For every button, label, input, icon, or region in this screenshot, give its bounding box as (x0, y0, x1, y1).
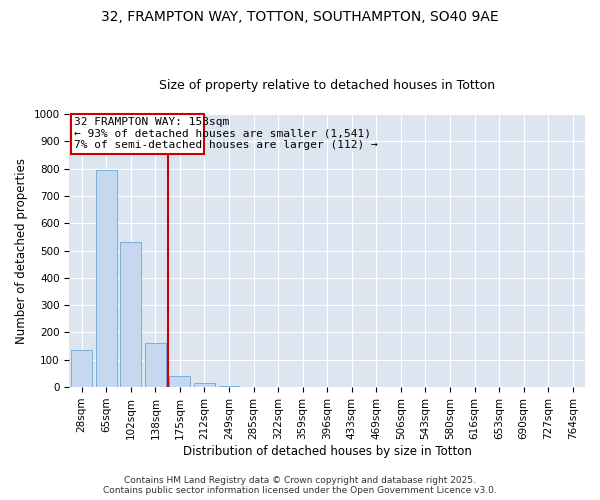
Bar (121, 242, 141, 387)
Bar (218, 386, 239, 387)
Bar (96, 170, 116, 387)
Bar (194, 383, 215, 387)
Bar (145, 342, 166, 387)
Text: 32, FRAMPTON WAY, TOTTON, SOUTHAMPTON, SO40 9AE: 32, FRAMPTON WAY, TOTTON, SOUTHAMPTON, S… (101, 10, 499, 24)
Bar (243, 386, 264, 387)
Title: Size of property relative to detached houses in Totton: Size of property relative to detached ho… (159, 79, 495, 92)
FancyBboxPatch shape (71, 114, 205, 154)
Y-axis label: Number of detached properties: Number of detached properties (15, 158, 28, 344)
Text: 32 FRAMPTON WAY: 153sqm
← 93% of detached houses are smaller (1,541)
7% of semi-: 32 FRAMPTON WAY: 153sqm ← 93% of detache… (74, 116, 378, 150)
Text: Contains HM Land Registry data © Crown copyright and database right 2025.
Contai: Contains HM Land Registry data © Crown c… (103, 476, 497, 495)
Bar (71, 350, 92, 387)
X-axis label: Distribution of detached houses by size in Totton: Distribution of detached houses by size … (183, 444, 472, 458)
Bar (169, 376, 190, 387)
